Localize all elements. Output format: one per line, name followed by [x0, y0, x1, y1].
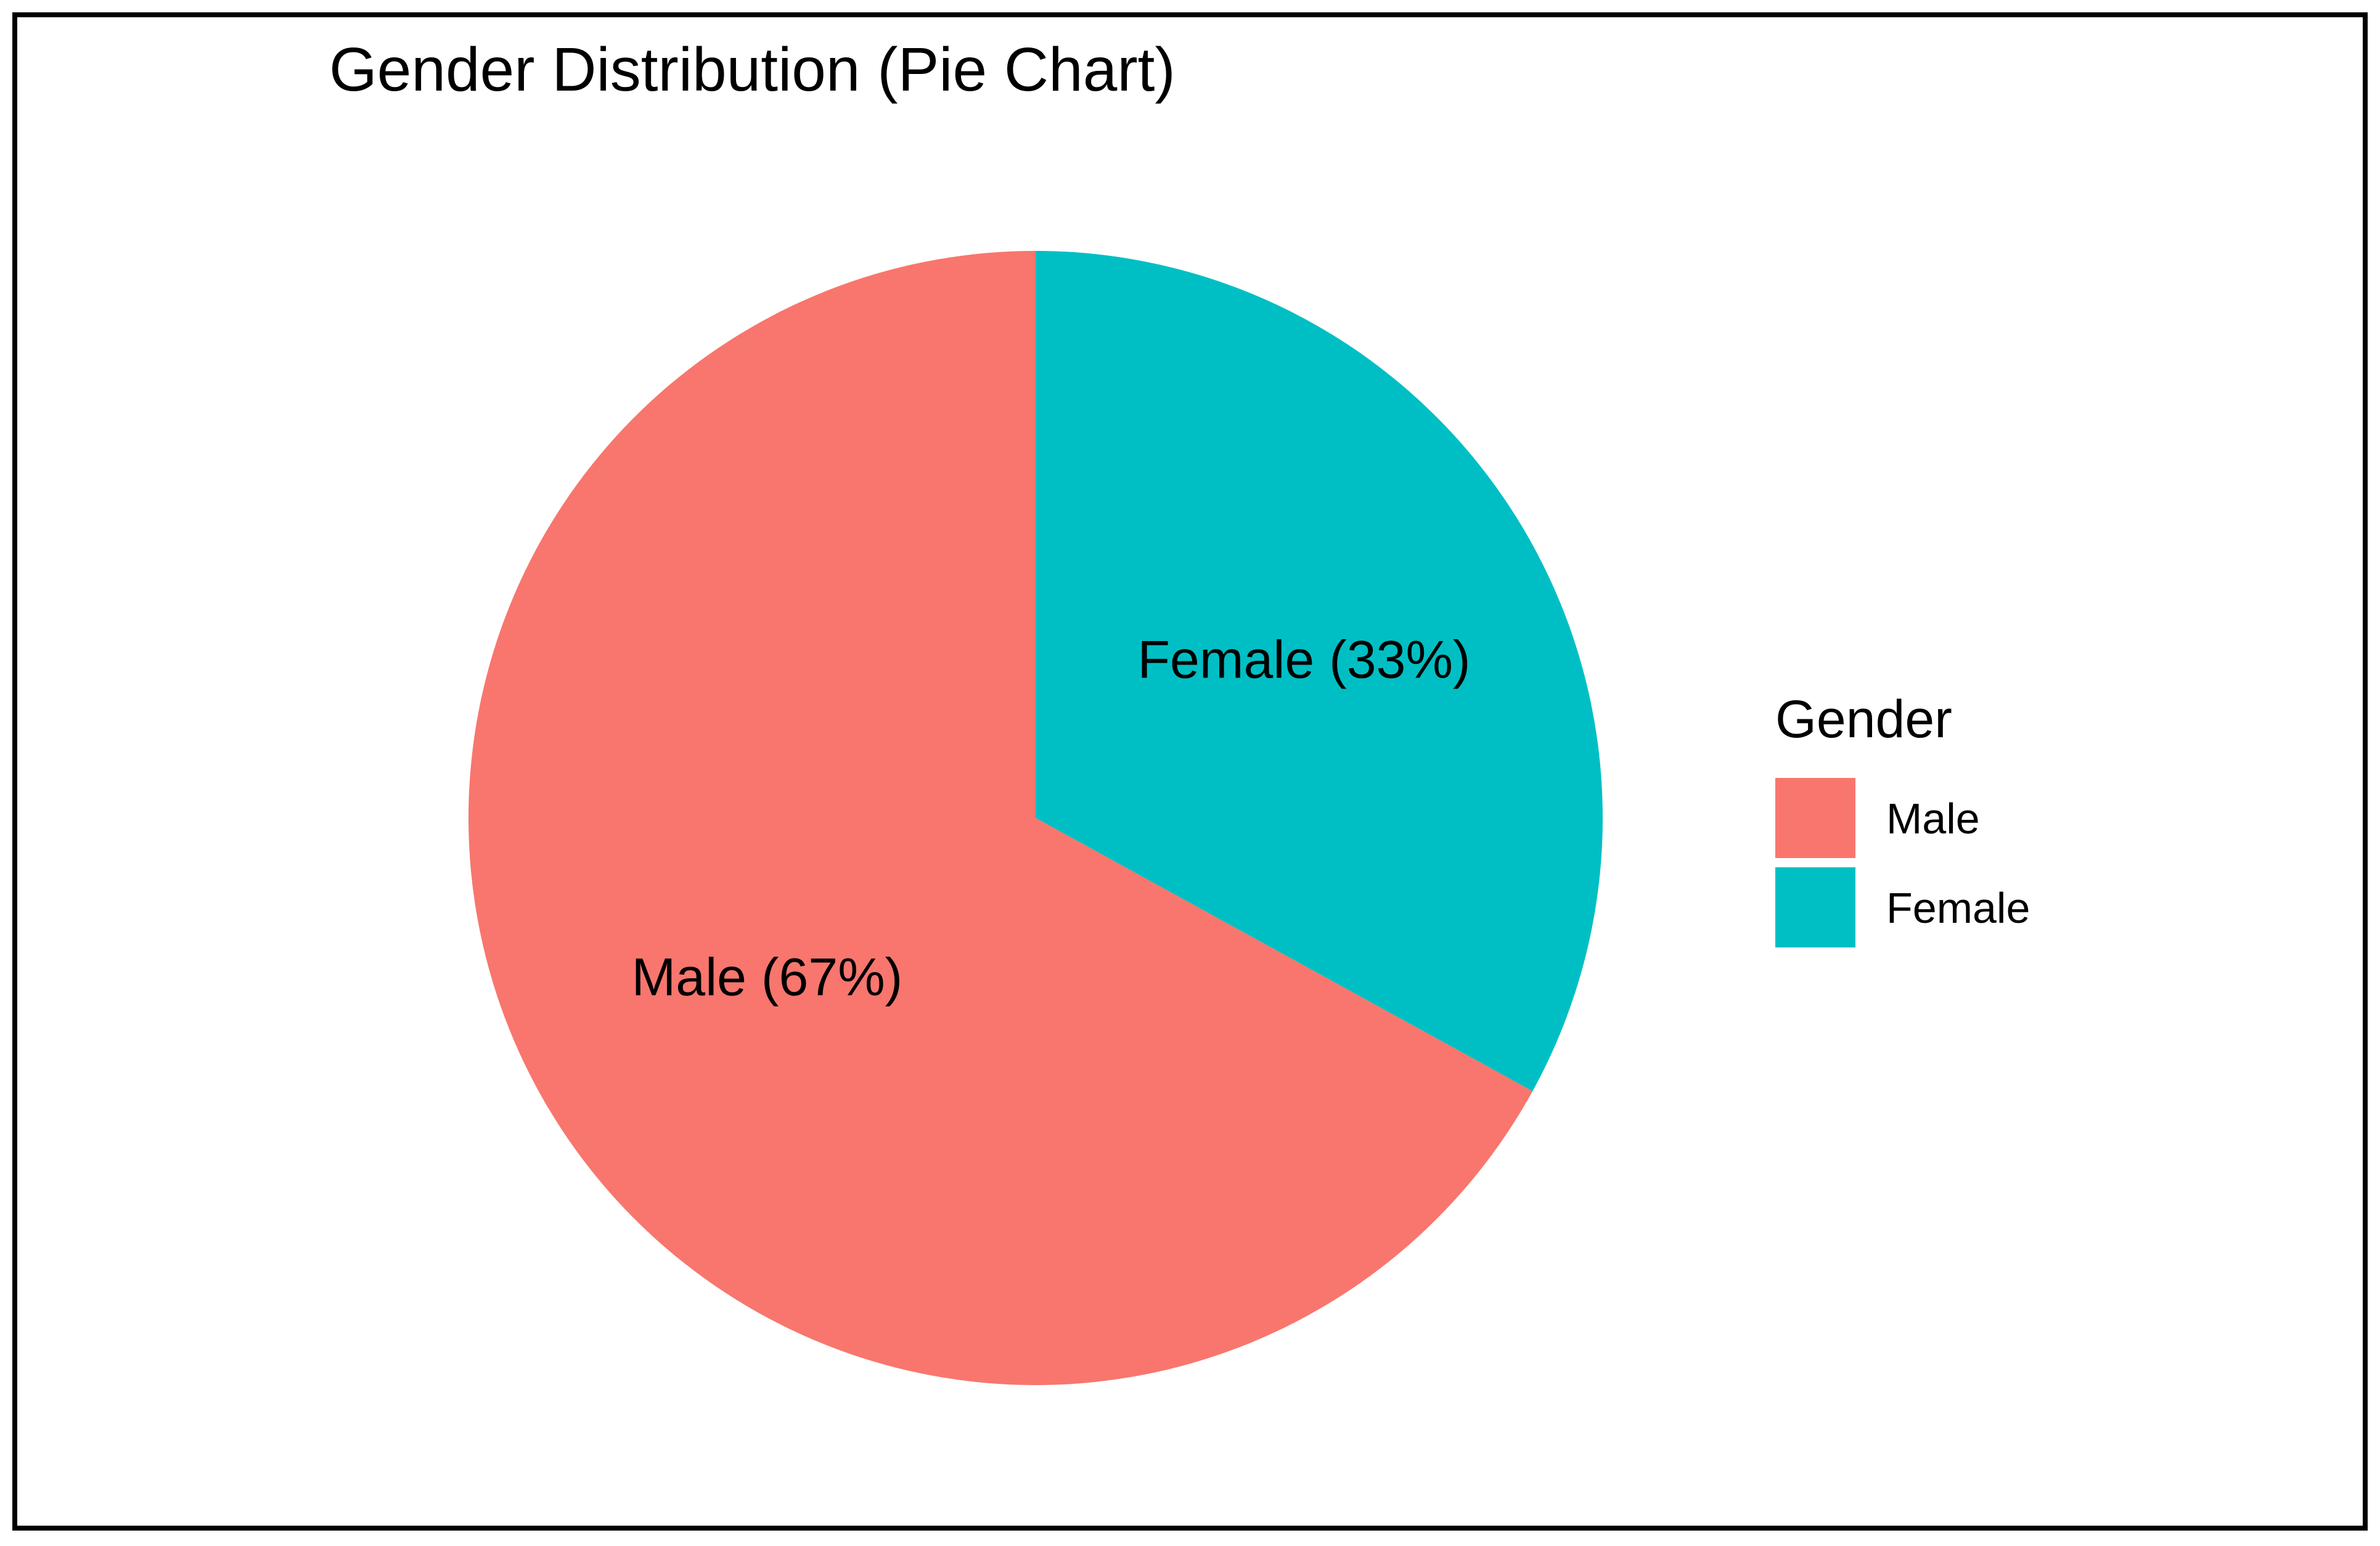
legend-key-female: [1775, 867, 1855, 947]
legend: Gender Male Female: [1775, 690, 2030, 947]
slice-label-female: Female (33%): [1138, 631, 1471, 690]
slice-label-male: Male (67%): [632, 948, 903, 1007]
legend-title: Gender: [1775, 690, 1952, 749]
pie-slice-male: [468, 251, 1533, 1385]
legend-items: Male Female: [1775, 778, 2030, 947]
pie-slices: [468, 251, 1603, 1385]
pie-slice-labels: Female (33%) Male (67%): [632, 631, 1471, 1007]
pie-slice-female: [1036, 251, 1603, 1092]
legend-label-male: Male: [1886, 795, 1980, 843]
chart-title: Gender Distribution (Pie Chart): [329, 35, 1176, 104]
legend-key-male: [1775, 778, 1855, 858]
legend-label-female: Female: [1886, 884, 2030, 932]
